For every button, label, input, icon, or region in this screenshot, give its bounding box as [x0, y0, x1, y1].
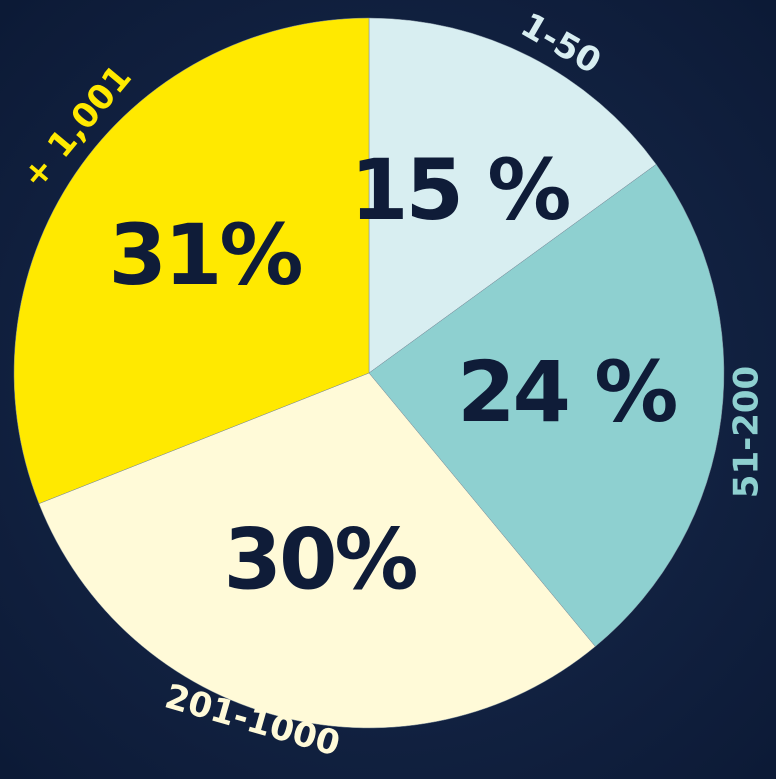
pie-slice — [13, 17, 370, 505]
data-label: 30% — [224, 510, 417, 608]
data-label: 31% — [109, 206, 302, 304]
data-label: 15 % — [350, 141, 569, 239]
pie-slice — [368, 17, 657, 374]
data-label: 24 % — [457, 343, 676, 441]
category-label: 51-200 — [727, 366, 767, 498]
pie-slice — [368, 163, 725, 647]
pie-slice — [38, 372, 596, 729]
